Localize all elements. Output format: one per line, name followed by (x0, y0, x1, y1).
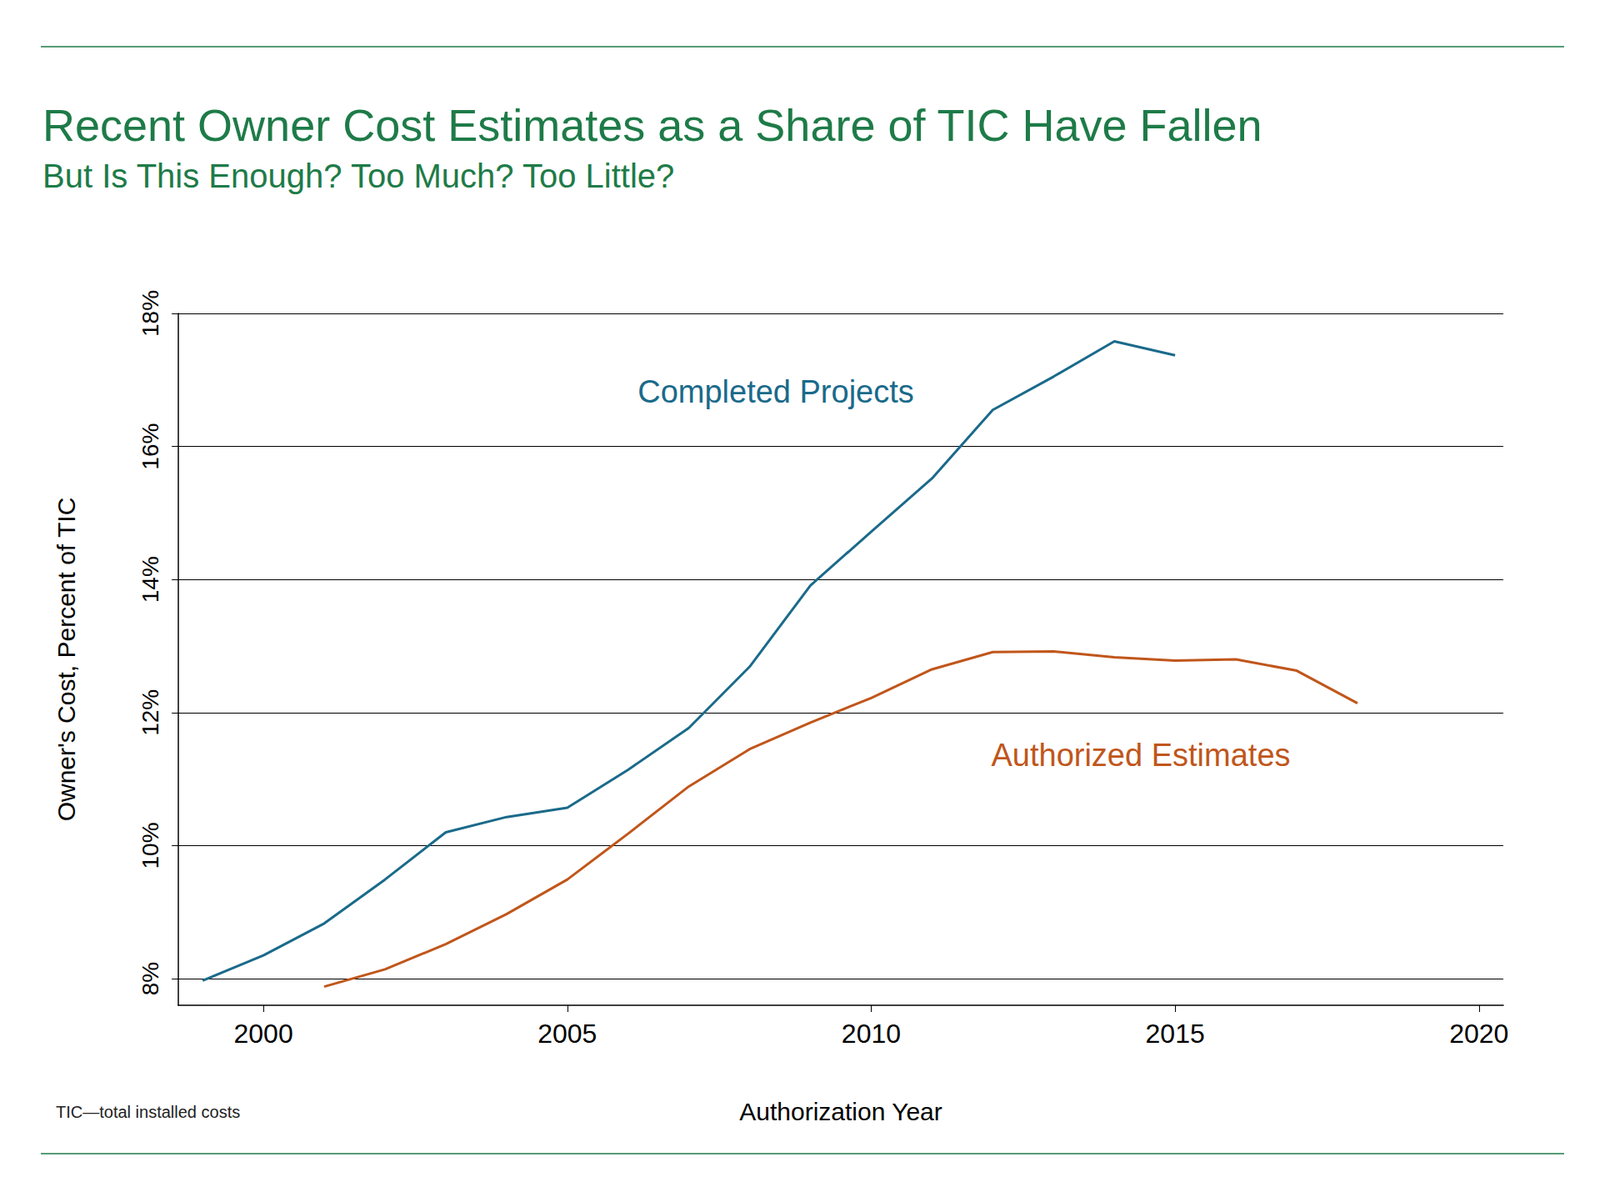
svg-text:2005: 2005 (537, 1018, 597, 1049)
svg-text:2020: 2020 (1449, 1018, 1509, 1049)
svg-text:Completed Projects: Completed Projects (637, 374, 915, 410)
svg-text:But Is This Enough? Too Much?: But Is This Enough? Too Much? Too Little… (42, 157, 675, 195)
svg-text:2000: 2000 (234, 1018, 294, 1049)
svg-text:16%: 16% (137, 423, 164, 470)
svg-text:10%: 10% (137, 821, 164, 869)
svg-text:14%: 14% (137, 555, 164, 603)
svg-text:Owner's Cost, Percent of TIC: Owner's Cost, Percent of TIC (52, 497, 80, 822)
svg-text:12%: 12% (137, 689, 164, 736)
svg-text:Authorized Estimates: Authorized Estimates (990, 737, 1290, 773)
svg-text:2010: 2010 (841, 1018, 901, 1049)
svg-text:2015: 2015 (1145, 1018, 1205, 1049)
svg-text:Recent Owner Cost Estimates as: Recent Owner Cost Estimates as a Share o… (42, 100, 1263, 150)
svg-text:TIC—total installed costs: TIC—total installed costs (55, 1102, 240, 1121)
svg-text:18%: 18% (137, 290, 164, 337)
svg-text:Authorization Year: Authorization Year (739, 1097, 943, 1125)
svg-text:8%: 8% (137, 961, 164, 995)
